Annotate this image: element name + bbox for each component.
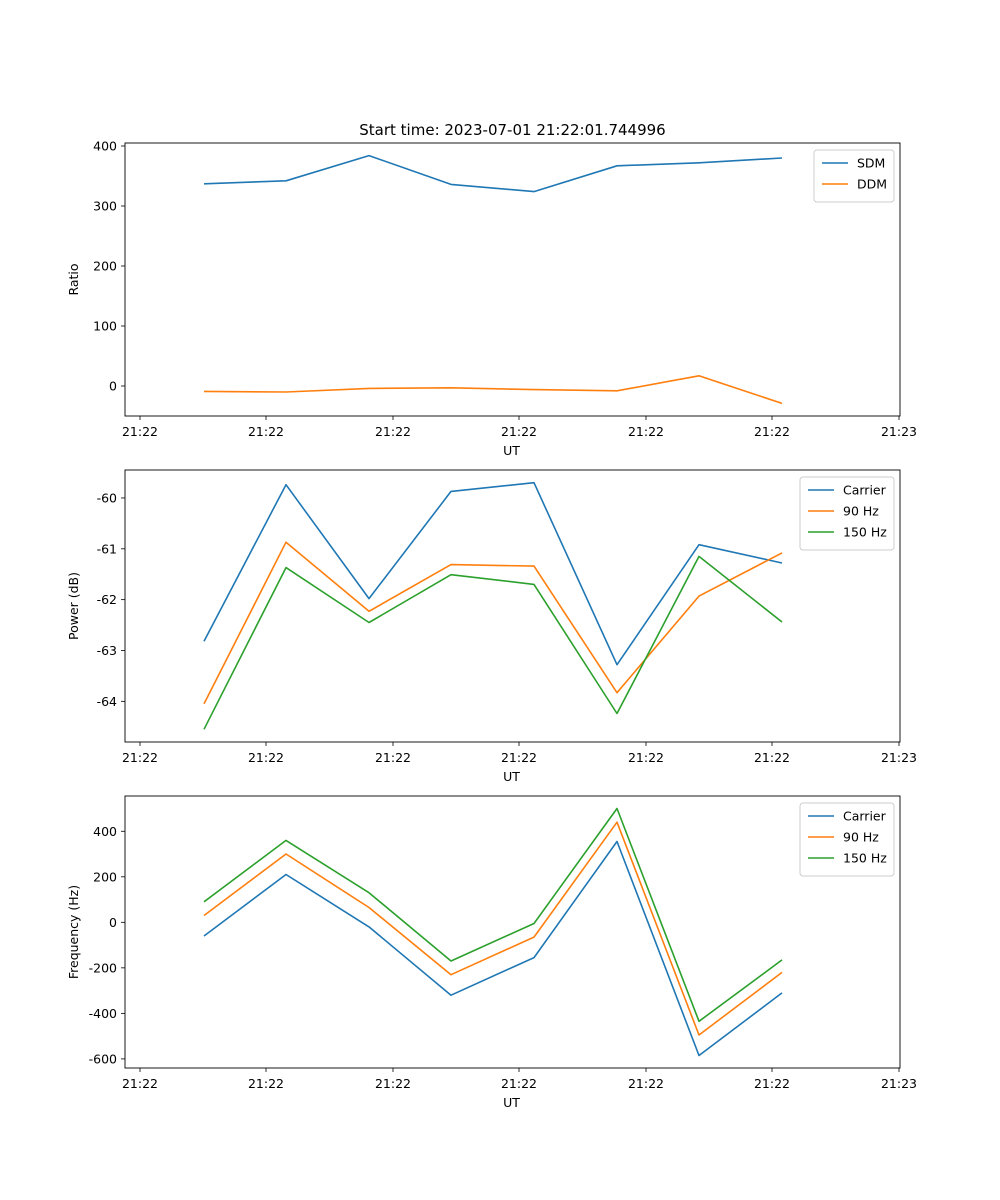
- x-axis-label: UT: [503, 769, 520, 784]
- x-tick-label: 21:22: [501, 1076, 537, 1091]
- x-tick-label: 21:22: [501, 750, 537, 765]
- x-tick-label: 21:22: [375, 1076, 411, 1091]
- x-tick-label: 21:22: [628, 1076, 664, 1091]
- y-tick-label: 0: [109, 915, 117, 930]
- x-tick-label: 21:22: [248, 750, 284, 765]
- axes-frame: [124, 469, 901, 743]
- x-tick-label: 21:23: [881, 750, 917, 765]
- y-axis-label: Power (dB): [66, 572, 81, 640]
- series-line-ddm: [203, 374, 783, 405]
- y-tick-label: -64: [97, 694, 117, 709]
- legend-label: 150 Hz: [843, 851, 887, 866]
- x-tick-label: 21:22: [122, 750, 158, 765]
- series-line-carrier: [203, 481, 783, 666]
- y-tick-label: 100: [93, 319, 117, 334]
- x-tick-label: 21:23: [881, 424, 917, 439]
- axes-frame: [124, 142, 901, 417]
- x-tick-label: 21:23: [881, 1076, 917, 1091]
- axes-frame: [124, 795, 901, 1069]
- x-tick-label: 21:22: [754, 750, 790, 765]
- legend: Carrier 90 Hz 150 Hz: [799, 476, 895, 551]
- legend-label: 150 Hz: [843, 525, 887, 540]
- y-tick-label: -400: [89, 1006, 117, 1021]
- y-axis-label: Frequency (Hz): [66, 885, 81, 979]
- y-tick-label: -600: [89, 1051, 117, 1066]
- subplot-2: -60 -61 -62 -63 -64 21:22 21:22 21:22 21:22 21:22…: [66, 469, 917, 784]
- legend-label: Carrier: [843, 809, 887, 824]
- y-tick-label: 200: [93, 869, 117, 884]
- legend: SDM DDM: [813, 149, 895, 203]
- legend-label: Carrier: [843, 483, 887, 498]
- legend: Carrier 90 Hz 150 Hz: [799, 802, 895, 877]
- series-line-90-hz: [203, 541, 783, 705]
- legend-label: SDM: [857, 156, 885, 171]
- x-axis-label: UT: [503, 443, 520, 458]
- x-tick-label: 21:22: [248, 1076, 284, 1091]
- x-tick-label: 21:22: [375, 750, 411, 765]
- x-tick-label: 21:22: [628, 424, 664, 439]
- legend-label: DDM: [857, 177, 887, 192]
- x-tick-label: 21:22: [122, 424, 158, 439]
- series-line-150-hz: [203, 807, 783, 1023]
- legend-label: 90 Hz: [843, 830, 879, 845]
- x-tick-label: 21:22: [248, 424, 284, 439]
- series-line-150-hz: [203, 555, 783, 730]
- x-tick-label: 21:22: [501, 424, 537, 439]
- y-tick-label: -61: [97, 541, 117, 556]
- legend-label: 90 Hz: [843, 504, 879, 519]
- y-tick-label: 0: [109, 379, 117, 394]
- x-tick-label: 21:22: [754, 424, 790, 439]
- subplot-1: Start time: 2023-07-01 21:22:01.744996 0 1…: [66, 121, 917, 458]
- y-tick-label: 400: [93, 824, 117, 839]
- y-tick-label: -60: [97, 490, 117, 505]
- y-tick-label: -62: [97, 592, 117, 607]
- x-tick-label: 21:22: [754, 1076, 790, 1091]
- subplot-3: 400 200 0 -200 -400 -600 21:22 21:22 21:22 21:22 2…: [66, 795, 917, 1110]
- y-tick-label: 400: [93, 139, 117, 154]
- chart-title: Start time: 2023-07-01 21:22:01.744996: [359, 121, 665, 139]
- series-line-carrier: [203, 840, 783, 1057]
- y-axis-label: Ratio: [66, 263, 81, 295]
- y-tick-label: 200: [93, 259, 117, 274]
- x-tick-label: 21:22: [375, 424, 411, 439]
- x-tick-label: 21:22: [628, 750, 664, 765]
- series-line-sdm: [203, 154, 783, 193]
- y-tick-label: -200: [89, 960, 117, 975]
- y-tick-label: -63: [97, 643, 117, 658]
- x-axis-label: UT: [503, 1095, 520, 1110]
- x-tick-label: 21:22: [122, 1076, 158, 1091]
- series-line-90-hz: [203, 821, 783, 1036]
- y-tick-label: 300: [93, 199, 117, 214]
